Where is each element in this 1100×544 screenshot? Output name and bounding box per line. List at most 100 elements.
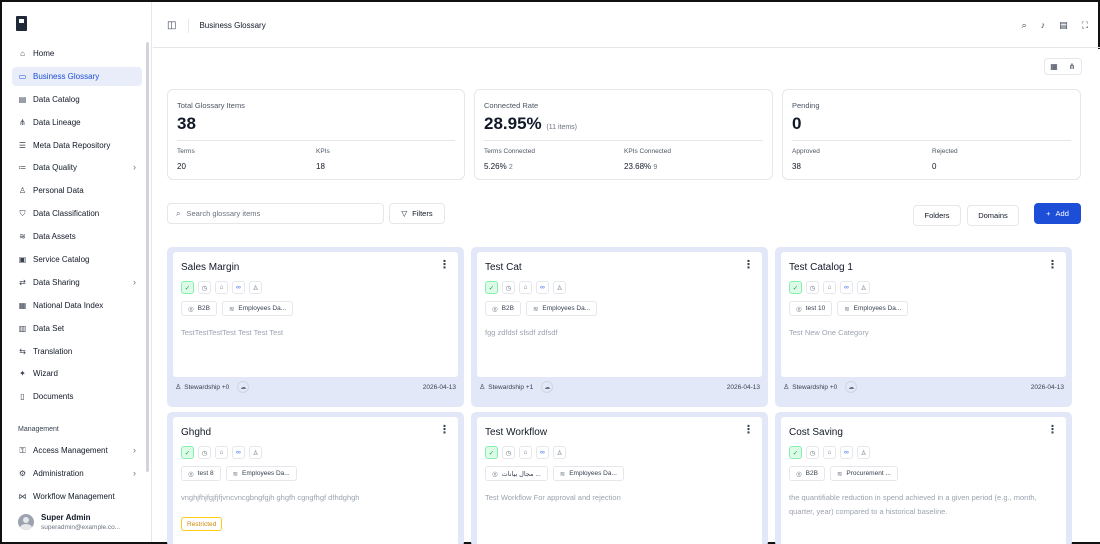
card-description: Test New One Category [789,328,869,337]
user-name: Super Admin [41,513,91,522]
translate-icon: ⇆ [19,346,26,356]
user-icon: ♙ [175,384,182,391]
more-options-icon[interactable]: ⋮ [1047,259,1058,271]
sidebar-item-label: Data Quality [33,163,78,173]
more-options-icon[interactable]: ⋮ [439,259,450,271]
clipboard-icon[interactable]: ▤ [1059,20,1068,30]
sidebar-item-label: National Data Index [33,300,104,310]
add-button[interactable]: + Add [1034,203,1081,224]
glossary-card[interactable]: Test Catalog 1 ⋮ ✓ ◷ ⌂ ∞ ♙ ◎ test 10 ≋ Employees D… [775,247,1072,407]
book-icon: ▭ [18,71,27,81]
sidebar-nav: ⌂ Home ▭ Business Glossary ▤ Data Catalog ⋔ Dat… [12,44,142,410]
filters-button[interactable]: ▽ Filters [389,203,445,224]
glossary-card-body: Sales Margin ⋮ ✓ ◷ ⌂ ∞ ♙ ◎ B2B ≋ Employees Da... Te… [173,252,458,377]
chevron-right-icon: › [133,445,136,455]
more-options-icon[interactable]: ⋮ [439,424,450,436]
chevron-right-icon: › [133,467,136,478]
sidebar-item-meta-data-repository[interactable]: ☰ Meta Data Repository [12,136,142,155]
sidebar-item-translation[interactable]: ⇆ Translation [12,342,142,361]
glossary-card[interactable]: Test Workflow ⋮ ✓ ◷ ⌂ ∞ ♙ ◎ مجال بيانات ... ≋ Empl… [471,412,768,544]
sidebar-item-administration[interactable]: ⚙ Administration › [12,464,142,483]
sidebar-scrollbar[interactable] [146,42,149,472]
sidebar-item-label: Documents [33,392,74,402]
sidebar-item-workflow-management[interactable]: ⋈ Workflow Management [12,487,142,506]
filters-label: Filters [412,209,433,218]
kpis-value: 18 [316,162,325,171]
sidebar-item-national-data-index[interactable]: ▦ National Data Index [12,296,142,315]
user-cog-icon: ♙ [249,281,262,294]
fullscreen-icon[interactable]: ⛶ [1081,20,1088,30]
service-icon: ▣ [18,255,27,265]
glossary-card-body: Cost Saving ⋮ ✓ ◷ ⌂ ∞ ♙ ◎ B2B ≋ Procurement ... the… [781,417,1066,544]
sidebar-item-data-set[interactable]: ▥ Data Set [12,319,142,338]
bulb-icon: ◎ [796,470,802,478]
lineage-icon: ⋔ [19,117,26,127]
bulb-icon: ◎ [188,470,194,478]
glossary-card[interactable]: Test Cat ⋮ ✓ ◷ ⌂ ∞ ♙ ◎ B2B ≋ Employees Da... fgg zd… [471,247,768,407]
sidebar-item-personal-data[interactable]: ♙ Personal Data [12,181,142,200]
cloud-icon[interactable]: ☁ [845,381,858,393]
user-icon: ♙ [479,384,486,391]
avatar [18,514,34,530]
link-icon: ∞ [536,281,549,294]
tag-icon: ⌂ [519,446,532,459]
more-options-icon[interactable]: ⋮ [1047,424,1058,436]
cloud-icon[interactable]: ☁ [541,381,554,393]
check-circle-icon: ✓ [485,446,498,459]
tag-icon: ⌂ [215,281,228,294]
terms-connected-value: 5.26% 2 [484,162,513,171]
user-icon: ♙ [18,186,27,196]
sidebar-item-documents[interactable]: ▯ Documents [12,387,142,406]
search-input[interactable] [186,209,367,218]
app-logo-icon[interactable] [16,16,27,31]
stat-value: 28.95% (11 items) [484,114,577,134]
sidebar-item-data-classification[interactable]: ⛉ Data Classification [12,204,142,223]
sidebar-item-data-assets[interactable]: ≋ Data Assets [12,227,142,246]
wand-icon: ✦ [19,369,26,379]
sidebar-toggle-icon[interactable]: ◫ [167,20,177,31]
sidebar-item-data-catalog[interactable]: ▤ Data Catalog [12,90,142,109]
database-icon: ☰ [18,140,27,150]
database-tag-label: Employees Da... [542,305,591,312]
glossary-card[interactable]: Sales Margin ⋮ ✓ ◷ ⌂ ∞ ♙ ◎ B2B ≋ Employees Da... Te… [167,247,464,407]
domain-tag-label: B2B [805,470,818,477]
grid-view-icon[interactable]: ▦ [1050,62,1058,71]
rejected-label: Rejected [932,148,958,155]
more-options-icon[interactable]: ⋮ [743,259,754,271]
card-date: 2026-04-13 [1030,383,1064,391]
folders-button[interactable]: Folders [913,205,961,226]
sidebar-item-label: Business Glossary [33,71,100,81]
database-tag: ≋ Employees Da... [221,301,294,316]
sidebar-item-label: Data Sharing [33,277,80,287]
check-circle-icon: ✓ [485,281,498,294]
sidebar-item-data-lineage[interactable]: ⋔ Data Lineage [12,113,142,132]
sidebar-item-business-glossary[interactable]: ▭ Business Glossary [12,66,142,86]
restricted-badge: Restricted [181,517,223,531]
card-tags: ◎ مجال بيانات ... ≋ Employees Da... [485,466,624,481]
card-title: Ghghd [181,427,212,438]
divider [792,140,1071,141]
glossary-card[interactable]: Ghghd ⋮ ✓ ◷ ⌂ ∞ ♙ ◎ test 8 ≋ Employees Da... vnghjf… [167,412,464,544]
user-email: superadmin@example.co... [41,524,121,531]
sidebar-item-access-management[interactable]: ⚿ Access Management › [12,441,142,460]
tree-view-icon[interactable]: ⋔ [1068,62,1076,71]
sidebar-item-home[interactable]: ⌂ Home [12,44,142,63]
card-title: Cost Saving [789,427,843,438]
search-icon[interactable]: ⌕ [1021,20,1027,30]
sidebar-item-data-sharing[interactable]: ⇄ Data Sharing › [12,273,142,292]
workflow-icon: ⋈ [18,491,27,501]
sidebar-item-data-quality[interactable]: ≔ Data Quality › [12,158,142,177]
glossary-card[interactable]: Cost Saving ⋮ ✓ ◷ ⌂ ∞ ♙ ◎ B2B ≋ Procurement ... the… [775,412,1072,544]
sidebar-item-service-catalog[interactable]: ▣ Service Catalog [12,250,142,269]
sidebar-item-wizard[interactable]: ✦ Wizard [12,364,142,383]
user-profile[interactable]: Super Admin superadmin@example.co... [18,510,148,534]
cloud-icon[interactable]: ☁ [237,381,250,393]
more-options-icon[interactable]: ⋮ [743,424,754,436]
sidebar-item-label: Home [33,49,55,58]
home-icon: ⌂ [20,49,25,58]
domains-button[interactable]: Domains [967,205,1019,226]
bell-icon[interactable]: ♪ [1040,20,1046,30]
sidebar-item-label: Data Assets [33,232,76,242]
sidebar-nav-management: ⚿ Access Management › ⚙ Administration › ⋈ Work… [12,441,142,510]
